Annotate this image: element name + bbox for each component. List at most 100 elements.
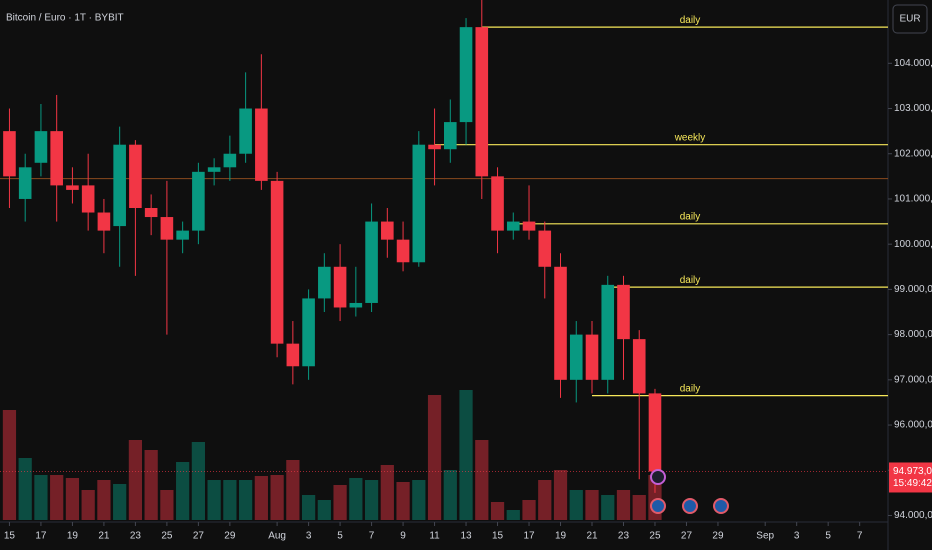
volume-bar [18, 458, 32, 520]
x-tick-label: 15 [492, 531, 504, 542]
volume-bar [207, 480, 221, 520]
volume-bar [270, 475, 284, 520]
event-icon[interactable] [650, 498, 666, 514]
candle-body [34, 131, 48, 163]
volume-bar [459, 390, 473, 520]
candle-body [81, 185, 95, 213]
x-tick-label: 23 [618, 531, 630, 542]
y-tick-label: 96.000,0 [894, 420, 932, 431]
candle-body [475, 27, 489, 177]
level-label: weekly [674, 132, 706, 143]
candle-body [333, 266, 347, 308]
volume-bar [333, 485, 347, 520]
event-icon[interactable] [713, 498, 729, 514]
volume-bar [160, 490, 174, 520]
countdown-label: 15:49:42 [893, 478, 932, 489]
volume-bar [380, 465, 394, 520]
volume-bar [113, 484, 127, 520]
volume-bar [522, 500, 536, 520]
volume-bar [569, 490, 583, 520]
x-tick-label: 3 [794, 531, 800, 542]
candle-body [554, 266, 567, 380]
x-tick-label: 21 [98, 531, 110, 542]
candle-body [396, 239, 410, 263]
volume-bar [286, 460, 300, 520]
x-tick-label: 27 [193, 531, 205, 542]
volume-bar [506, 510, 520, 520]
x-tick-label: 23 [130, 531, 142, 542]
candle-body [66, 185, 79, 190]
x-tick-label: 29 [224, 531, 236, 542]
candle-body [239, 108, 252, 154]
x-tick-label: 17 [35, 531, 47, 542]
x-tick-label: 15 [4, 531, 16, 542]
volume-bar [239, 480, 253, 520]
candle-body [585, 334, 599, 380]
y-tick-label: 97.000,0 [894, 374, 932, 385]
candle-body [144, 208, 158, 218]
volume-bar [427, 395, 442, 520]
x-tick-label: 13 [460, 531, 472, 542]
last-price-tag [889, 462, 932, 493]
x-tick-label: 19 [555, 531, 567, 542]
y-tick-label: 102.000,0 [894, 148, 932, 159]
y-tick-label: 98.000,0 [894, 329, 932, 340]
y-tick-label: 100.000,0 [894, 239, 932, 250]
volume-bar [2, 410, 17, 520]
x-tick-label: 7 [857, 531, 863, 542]
volume-bar [490, 502, 505, 520]
volume-bar [34, 475, 48, 520]
candle-body [176, 230, 189, 240]
candle-body [365, 221, 378, 303]
volume-bar [585, 490, 599, 520]
event-icons [650, 469, 729, 514]
level-label: daily [680, 211, 701, 222]
candle-body [18, 167, 32, 199]
level-label: daily [680, 275, 701, 286]
candle-body [491, 176, 504, 231]
volume-bar [317, 500, 331, 520]
candle-body [255, 108, 268, 181]
candle-body [412, 144, 426, 263]
volume-bar [97, 480, 111, 520]
currency-label[interactable]: EUR [899, 14, 920, 25]
candle-body [538, 230, 552, 267]
candle-body [459, 27, 473, 123]
candle-body [617, 284, 630, 340]
candle-body [648, 393, 662, 472]
x-tick-label: 27 [681, 531, 693, 542]
candle-body [286, 343, 300, 367]
currency-button[interactable] [892, 4, 928, 34]
candle-body [381, 221, 394, 240]
x-tick-label: 25 [161, 531, 173, 542]
x-tick-label: 21 [586, 531, 598, 542]
candle-body [632, 339, 646, 394]
candle-body [3, 131, 16, 177]
volume-bar [191, 442, 205, 520]
volume-bar [65, 478, 80, 520]
candle-body [349, 302, 363, 308]
candle-body [444, 122, 457, 150]
x-tick-label: 5 [337, 531, 343, 542]
volume-bar [254, 476, 268, 520]
chart-title: Bitcoin / Euro · 1T · BYBIT [6, 13, 124, 24]
x-tick-label: 25 [649, 531, 661, 542]
volume-bar [349, 478, 363, 520]
candle-body [522, 221, 536, 231]
event-icon[interactable] [650, 469, 666, 485]
candle-body [569, 334, 583, 380]
volume-bar [144, 450, 158, 520]
candle-body [160, 217, 174, 240]
candle-body [506, 221, 520, 231]
event-icon[interactable] [682, 498, 698, 514]
candle-body [192, 171, 205, 231]
x-tick-label: Sep [756, 531, 774, 542]
candle-body [302, 298, 315, 367]
last-price-label: 94.973,0 [893, 466, 932, 477]
x-tick-label: 17 [523, 531, 535, 542]
x-tick-label: 19 [67, 531, 79, 542]
candle-body [113, 144, 126, 227]
candle-body [129, 144, 142, 208]
volume-bar [553, 470, 568, 520]
volume-bar [475, 440, 489, 520]
